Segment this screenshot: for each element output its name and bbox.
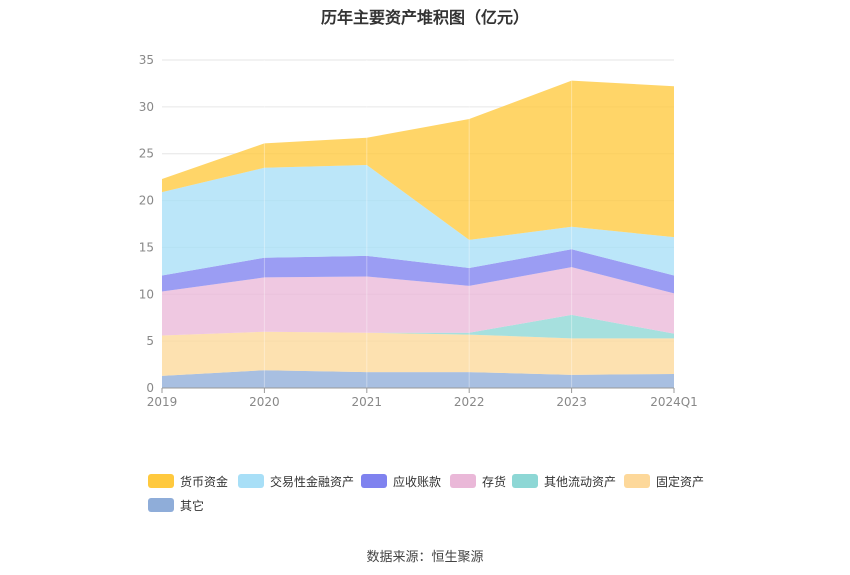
- x-tick-label: 2022: [454, 395, 485, 409]
- x-tick-label: 2024Q1: [650, 395, 698, 409]
- legend-item-receivables[interactable]: 应收账款: [361, 472, 441, 490]
- x-tick-label: 2021: [352, 395, 383, 409]
- legend-item-cash[interactable]: 货币资金: [148, 472, 228, 490]
- legend-label: 其他流动资产: [544, 474, 617, 489]
- area-series-5: [162, 164, 674, 276]
- area-series-0: [162, 370, 674, 388]
- legend-label: 存货: [482, 474, 507, 489]
- y-tick-label: 10: [139, 287, 154, 301]
- y-tick-label: 0: [146, 381, 154, 395]
- legend-item-other-current-assets[interactable]: 其他流动资产: [512, 472, 616, 490]
- chart-title: 历年主要资产堆积图（亿元）: [320, 8, 529, 27]
- y-tick-label: 15: [139, 240, 154, 254]
- legend-swatch: [512, 474, 538, 488]
- y-tick-label: 20: [139, 194, 154, 208]
- legend-item-inventory[interactable]: 存货: [450, 472, 506, 490]
- area-series-3: [162, 267, 674, 336]
- legend-label: 货币资金: [180, 474, 229, 489]
- legend-swatch: [148, 474, 174, 488]
- y-tick-label: 30: [139, 100, 154, 114]
- legend-swatch: [361, 474, 387, 488]
- legend-item-trading-financial-assets[interactable]: 交易性金融资产: [238, 472, 354, 490]
- x-tick-label: 2019: [147, 395, 178, 409]
- legend-label: 其它: [180, 498, 205, 513]
- y-tick-label: 25: [139, 147, 154, 161]
- legend-label: 固定资产: [656, 474, 705, 489]
- x-tick-label: 2023: [556, 395, 587, 409]
- area-series-1: [162, 331, 674, 376]
- legend-item-other[interactable]: 其它: [148, 496, 204, 514]
- x-tick-label: 2020: [249, 395, 280, 409]
- y-tick-label: 35: [139, 53, 154, 67]
- area-series-2: [162, 314, 674, 339]
- legend-label: 交易性金融资产: [270, 474, 355, 489]
- legend-swatch: [450, 474, 476, 488]
- data-source-note: 数据来源：恒生聚源: [366, 550, 484, 565]
- legend-item-fixed-assets[interactable]: 固定资产: [624, 472, 704, 490]
- legend-swatch: [148, 498, 174, 512]
- y-tick-label: 5: [146, 334, 154, 348]
- area-series-4: [162, 249, 674, 294]
- legend-label: 应收账款: [393, 474, 442, 489]
- legend-swatch: [238, 474, 264, 488]
- legend-swatch: [624, 474, 650, 488]
- area-series-6: [162, 80, 674, 240]
